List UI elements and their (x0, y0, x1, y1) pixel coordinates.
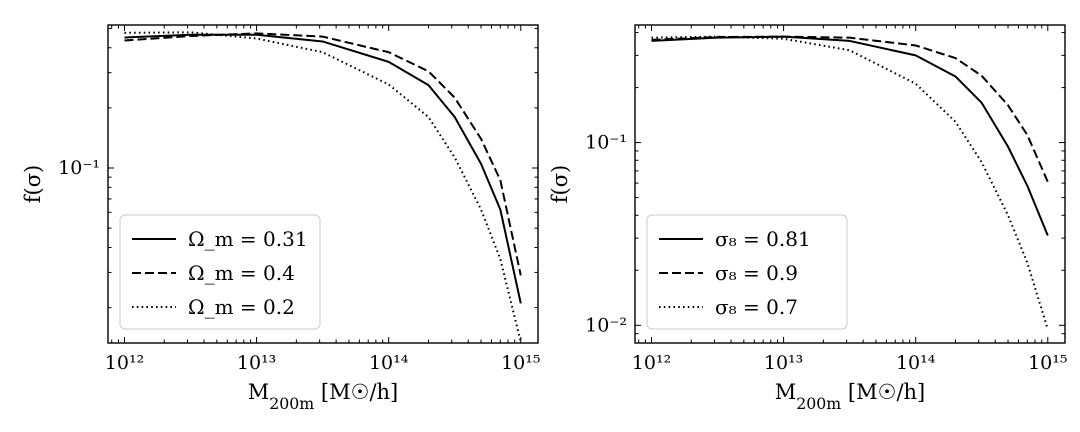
series-line-1 (651, 35, 1049, 236)
legend: Ω_m = 0.31 Ω_m = 0.4 Ω_m = 0.2 (119, 214, 321, 330)
x-tick-label: 10¹³ (764, 352, 803, 374)
series-group (651, 35, 1049, 330)
series-group (124, 31, 522, 342)
legend-label-1: Ω_m = 0.31 (188, 227, 308, 251)
x-tick-label: 10¹⁴ (896, 352, 936, 374)
legend-label-2: σ₈ = 0.9 (715, 261, 798, 285)
x-tick-label: 10¹⁴ (369, 352, 409, 374)
legend-box (646, 214, 848, 330)
x-tick-label: 10¹⁵ (501, 352, 540, 374)
plot-frame (634, 24, 1066, 344)
legend-label-1: σ₈ = 0.81 (715, 227, 811, 251)
x-tick-label: 10¹³ (237, 352, 276, 374)
plot-frame (107, 24, 539, 344)
x-tick-label: 10¹² (105, 352, 144, 374)
y-axis-label: f(σ) (21, 165, 45, 204)
legend: σ₈ = 0.81 σ₈ = 0.9 σ₈ = 0.7 (646, 214, 848, 330)
y-tick-label: 10⁻¹ (585, 132, 627, 154)
legend-label-3: Ω_m = 0.2 (188, 295, 295, 319)
series-line-2 (651, 35, 1049, 183)
x-axis-label: M200m [M☉/h] (248, 380, 399, 413)
y-tick-label: 10⁻¹ (58, 157, 100, 179)
legend-label-2: Ω_m = 0.4 (188, 261, 295, 285)
x-tick-label: 10¹² (632, 352, 671, 374)
series-line-3 (651, 35, 1049, 330)
legend-box (119, 214, 321, 330)
x-axis-label: M200m [M☉/h] (775, 380, 926, 413)
series-line-2 (124, 32, 522, 276)
x-tick-label: 10¹⁵ (1028, 352, 1067, 374)
legend-label-3: σ₈ = 0.7 (715, 295, 798, 319)
series-line-3 (124, 31, 522, 342)
y-tick-label: 10⁻² (585, 314, 627, 336)
y-axis-label: f(σ) (548, 165, 572, 204)
